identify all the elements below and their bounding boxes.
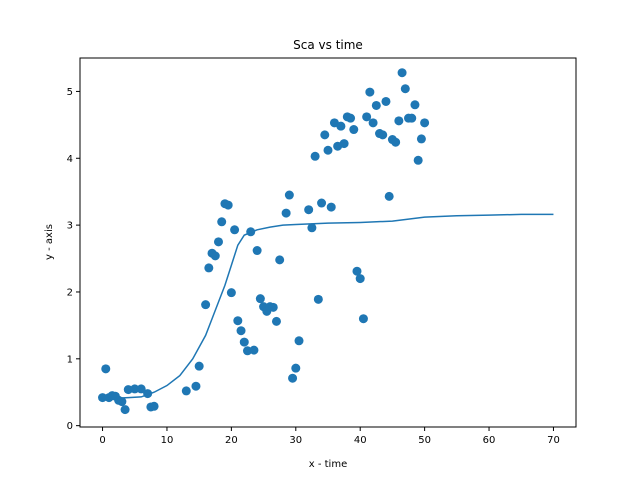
data-point: [339, 139, 349, 149]
x-tick-label: 40: [354, 435, 367, 446]
data-point: [413, 155, 423, 165]
data-point: [117, 397, 127, 407]
data-point: [294, 336, 304, 346]
data-point: [326, 202, 336, 212]
data-point: [201, 300, 211, 310]
data-point: [284, 190, 294, 200]
data-point: [400, 84, 410, 94]
data-point: [275, 255, 285, 265]
data-point: [236, 326, 246, 336]
x-tick-label: 70: [547, 435, 560, 446]
data-point: [352, 266, 362, 276]
data-point: [98, 393, 108, 403]
data-point: [255, 294, 265, 304]
data-point: [384, 191, 394, 201]
data-point: [313, 294, 323, 304]
data-point: [130, 384, 140, 394]
data-point: [368, 118, 378, 128]
x-tick-label: 0: [99, 435, 105, 446]
data-point: [213, 237, 223, 247]
data-point: [323, 145, 333, 155]
data-point: [317, 198, 327, 208]
data-point: [181, 386, 191, 396]
data-point: [252, 246, 262, 256]
x-tick-label: 60: [483, 435, 496, 446]
data-point: [371, 100, 381, 110]
data-point: [149, 401, 159, 411]
plot-frame: [79, 57, 577, 428]
data-point: [268, 302, 278, 312]
data-point: [191, 381, 201, 391]
fit-line: [102, 213, 554, 400]
x-tick-label: 20: [225, 435, 238, 446]
data-point: [355, 274, 365, 284]
y-tick-label: 4: [67, 154, 73, 165]
data-point: [307, 223, 317, 233]
data-point: [223, 200, 233, 210]
data-point: [230, 225, 240, 235]
data-point: [378, 130, 388, 140]
plot-marks: [98, 68, 554, 415]
data-point: [304, 205, 314, 215]
data-point: [365, 87, 375, 97]
data-point: [217, 217, 227, 227]
data-point: [226, 288, 236, 298]
data-point: [391, 137, 401, 147]
data-point: [410, 100, 420, 110]
data-point: [349, 125, 359, 135]
data-point: [420, 118, 430, 128]
data-point: [320, 130, 330, 140]
chart-title: Sca vs time: [293, 38, 363, 52]
y-tick-label: 3: [67, 221, 73, 232]
data-point: [381, 96, 391, 106]
data-point: [194, 361, 204, 371]
data-point: [416, 134, 426, 144]
data-point: [407, 113, 417, 123]
data-point: [336, 121, 346, 131]
y-axis: 0 1 2 3 4 5: [67, 87, 80, 432]
data-point: [310, 151, 320, 161]
data-point: [362, 112, 372, 122]
data-point: [249, 345, 259, 355]
x-axis: 0 10 20 30 40 50 60 70: [99, 427, 560, 446]
y-tick-label: 1: [67, 354, 73, 365]
data-point: [271, 316, 281, 326]
y-axis-label: y - axis: [44, 224, 55, 260]
data-point: [288, 373, 298, 383]
data-point: [346, 113, 356, 123]
data-point: [358, 314, 368, 324]
data-point: [204, 263, 214, 273]
y-tick-label: 2: [67, 287, 73, 298]
data-point: [101, 364, 111, 374]
x-tick-label: 50: [418, 435, 431, 446]
data-point: [210, 251, 220, 261]
data-point: [136, 384, 146, 394]
x-tick-label: 10: [161, 435, 174, 446]
data-point: [394, 116, 404, 126]
x-tick-label: 30: [289, 435, 302, 446]
x-axis-label: x - time: [309, 459, 347, 470]
data-point: [291, 363, 301, 373]
data-point: [239, 337, 249, 347]
y-tick-label: 0: [67, 421, 73, 432]
y-tick-label: 5: [67, 87, 73, 98]
data-point: [281, 208, 291, 218]
data-point: [397, 68, 407, 78]
data-point: [120, 405, 130, 415]
data-point: [233, 316, 243, 326]
